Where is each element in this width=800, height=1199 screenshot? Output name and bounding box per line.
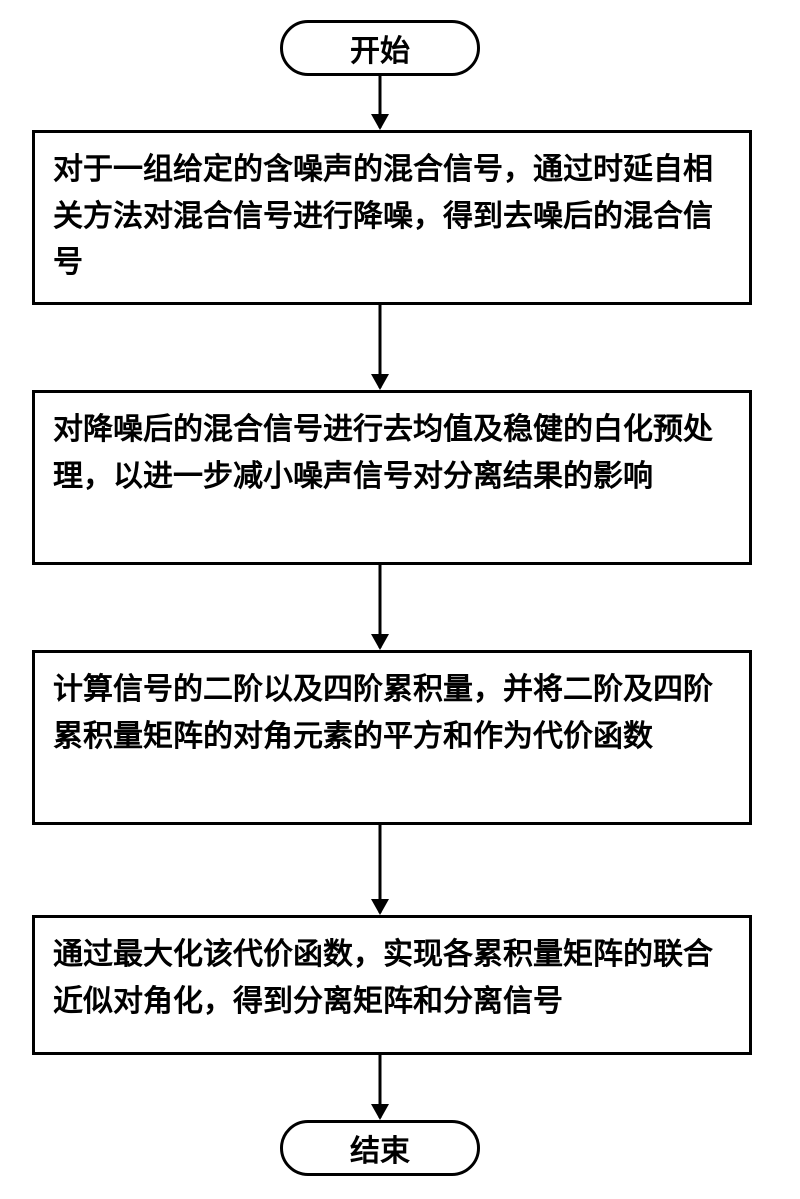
end-label: 结束 — [350, 1126, 410, 1170]
start-label: 开始 — [350, 26, 410, 70]
step2-label: 对降噪后的混合信号进行去均值及稳健的白化预处理，以进一步减小噪声信号对分离结果的… — [53, 413, 713, 493]
start-node: 开始 — [280, 20, 480, 76]
step1-node: 对于一组给定的含噪声的混合信号，通过时延自相关方法对混合信号进行降噪，得到去噪后… — [32, 130, 752, 305]
flowchart-canvas: 开始 对于一组给定的含噪声的混合信号，通过时延自相关方法对混合信号进行降噪，得到… — [0, 0, 800, 1199]
step2-node: 对降噪后的混合信号进行去均值及稳健的白化预处理，以进一步减小噪声信号对分离结果的… — [32, 390, 752, 565]
step4-label: 通过最大化该代价函数，实现各累积量矩阵的联合近似对角化，得到分离矩阵和分离信号 — [53, 938, 713, 1018]
step3-label: 计算信号的二阶以及四阶累积量，并将二阶及四阶累积量矩阵的对角元素的平方和作为代价… — [53, 673, 713, 753]
step1-label: 对于一组给定的含噪声的混合信号，通过时延自相关方法对混合信号进行降噪，得到去噪后… — [53, 153, 713, 279]
end-node: 结束 — [280, 1120, 480, 1176]
step4-node: 通过最大化该代价函数，实现各累积量矩阵的联合近似对角化，得到分离矩阵和分离信号 — [32, 915, 752, 1055]
step3-node: 计算信号的二阶以及四阶累积量，并将二阶及四阶累积量矩阵的对角元素的平方和作为代价… — [32, 650, 752, 825]
